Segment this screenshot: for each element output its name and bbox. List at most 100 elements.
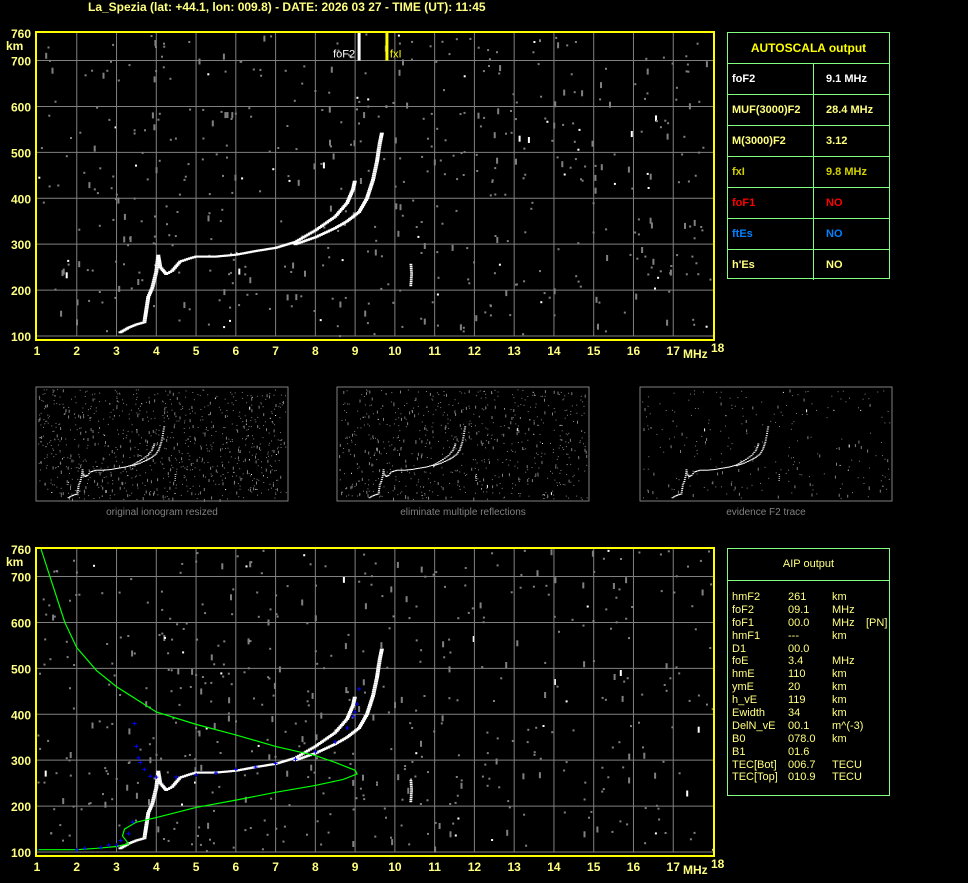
noise-dot xyxy=(242,421,244,423)
noise-dot xyxy=(585,450,587,454)
noise-dot xyxy=(883,390,885,392)
noise-dot xyxy=(479,480,481,482)
noise-dot xyxy=(130,578,133,581)
noise-dot xyxy=(59,423,61,425)
noise-dot xyxy=(205,428,207,430)
o-trace-point xyxy=(723,467,726,469)
noise-dot xyxy=(202,137,205,140)
noise-dot xyxy=(619,670,622,676)
noise-dot xyxy=(200,764,203,771)
noise-dot xyxy=(399,157,402,160)
noise-dot xyxy=(52,392,54,394)
noise-dot xyxy=(221,208,224,211)
noise-dot xyxy=(764,466,766,468)
noise-dot xyxy=(277,446,279,448)
noise-dot xyxy=(136,429,138,431)
noise-dot xyxy=(512,483,514,485)
noise-dot xyxy=(337,229,340,232)
noise-dot xyxy=(130,409,132,411)
noise-dot xyxy=(441,715,444,722)
noise-dot xyxy=(768,477,770,479)
noise-dot xyxy=(165,390,167,392)
noise-dot xyxy=(534,394,536,396)
noise-dot xyxy=(112,218,115,221)
noise-dot xyxy=(527,483,529,485)
noise-dot xyxy=(443,173,446,176)
noise-dot xyxy=(695,445,697,447)
noise-dot xyxy=(515,101,518,104)
noise-dot xyxy=(194,412,196,414)
noise-dot xyxy=(383,807,386,810)
x-trace-point xyxy=(379,652,383,655)
noise-dot xyxy=(566,44,569,47)
o-trace-point xyxy=(160,268,165,271)
noise-dot xyxy=(809,483,811,487)
y-tick-label: 300 xyxy=(11,754,31,768)
noise-dot xyxy=(491,392,493,394)
noise-dot xyxy=(500,426,502,428)
noise-dot xyxy=(423,243,426,249)
noise-dot xyxy=(103,469,105,471)
noise-dot xyxy=(164,411,166,415)
noise-dot xyxy=(67,259,70,262)
o-trace-point xyxy=(137,461,140,463)
noise-dot xyxy=(185,414,187,416)
noise-dot xyxy=(221,495,223,497)
noise-dot xyxy=(565,761,568,764)
o-trace-point xyxy=(145,817,150,820)
noise-dot xyxy=(577,468,579,470)
noise-dot xyxy=(105,400,107,402)
noise-dot xyxy=(119,415,120,417)
noise-dot xyxy=(839,488,841,489)
noise-dot xyxy=(363,112,366,119)
o-trace-point xyxy=(382,473,384,475)
o-trace-point xyxy=(142,835,147,838)
noise-dot xyxy=(503,497,505,499)
x-trace-point xyxy=(362,718,367,721)
noise-dot xyxy=(364,72,367,75)
o-trace-point xyxy=(746,457,749,459)
o-trace-point xyxy=(351,186,356,189)
noise-dot xyxy=(358,580,361,583)
noise-dot xyxy=(199,485,200,487)
o-trace-point xyxy=(352,182,357,185)
noise-dot xyxy=(447,423,449,425)
x-tick-label: 18 xyxy=(711,857,725,871)
noise-dot xyxy=(430,145,433,148)
noise-dot xyxy=(411,760,414,763)
noise-dot xyxy=(491,179,494,182)
noise-dot xyxy=(510,449,512,451)
noise-dot xyxy=(250,394,252,396)
noise-dot xyxy=(393,423,395,425)
noise-dot xyxy=(417,481,419,483)
noise-dot xyxy=(398,69,401,76)
o-trace-point xyxy=(146,812,151,814)
noise-dot xyxy=(55,426,57,428)
noise-dot xyxy=(174,235,177,238)
noise-dot xyxy=(563,89,566,96)
noise-dot xyxy=(182,651,185,654)
noise-dot xyxy=(137,389,139,391)
noise-dot xyxy=(881,416,883,418)
noise-dot xyxy=(273,429,275,433)
noise-dot xyxy=(740,460,742,464)
noise-dot xyxy=(383,158,386,161)
noise-dot xyxy=(122,433,124,434)
noise-dot xyxy=(89,417,91,419)
noise-dot xyxy=(570,463,572,465)
noise-dot xyxy=(791,492,793,494)
noise-dot xyxy=(663,451,665,453)
noise-dot xyxy=(63,413,65,415)
noise-dot xyxy=(315,757,318,760)
noise-dot xyxy=(550,442,551,444)
noise-dot xyxy=(59,492,61,494)
noise-dot xyxy=(365,33,368,36)
noise-dot xyxy=(57,389,59,391)
noise-dot xyxy=(352,808,355,811)
noise-dot xyxy=(157,393,159,395)
noise-dot xyxy=(280,475,282,479)
noise-dot xyxy=(566,464,568,466)
noise-dot xyxy=(256,772,259,775)
noise-dot xyxy=(628,637,630,640)
noise-dot xyxy=(257,615,260,618)
